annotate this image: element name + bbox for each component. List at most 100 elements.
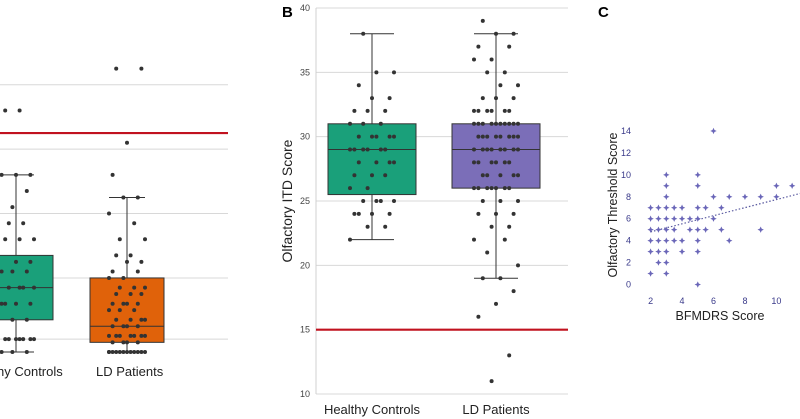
panel-b-point [485, 70, 490, 75]
panel-b-point [480, 173, 485, 178]
panel-a-point [14, 259, 18, 264]
panel-c-point [773, 193, 780, 200]
panel-b-point [498, 121, 503, 126]
panel-b-point [489, 147, 494, 152]
panel-b-point [507, 134, 512, 139]
panel-b-point [352, 211, 357, 216]
panel-b-point [489, 224, 494, 229]
panel-a-point [24, 269, 29, 274]
panel-b-point [361, 31, 366, 36]
panel-c-point [678, 215, 686, 222]
panel-b-point [472, 147, 476, 152]
panel-b-point [392, 70, 396, 75]
panel-c-point [663, 270, 670, 277]
panel-a-point [24, 189, 29, 193]
panel-c-point [694, 171, 701, 179]
panel-b-point [498, 134, 503, 139]
panel-a-point [125, 301, 129, 306]
panel-b-point [370, 173, 374, 178]
panel-c-ytick-1: 2 [626, 258, 631, 268]
panel-b-point [356, 160, 361, 165]
panel-b-point [378, 199, 383, 203]
panel-c-point [686, 226, 694, 233]
panel-a-point [139, 333, 144, 338]
panel-a-point [0, 172, 4, 177]
panel-b-box-0 [327, 123, 417, 196]
panel-c-ytick-5: 10 [621, 170, 631, 180]
panel-a-point [121, 340, 126, 345]
panel-a-point [125, 259, 129, 264]
panel-b-point [374, 134, 379, 139]
panel-b-point [348, 237, 352, 242]
panel-c-point [655, 204, 662, 211]
panel-b-point [472, 121, 476, 126]
panel-a-point [107, 308, 111, 313]
panel-b-ytick-6: 40 [300, 3, 310, 13]
panel-c-point [694, 281, 701, 288]
panel-c-point [694, 248, 701, 255]
panel-a-point [135, 350, 140, 354]
panel-a-point [3, 108, 8, 113]
panel-b-point [507, 44, 512, 49]
panel-c-xtick-2: 6 [711, 296, 716, 306]
panel-a-point [24, 350, 29, 354]
panel-b-point [489, 379, 494, 384]
panel-c-point [702, 226, 709, 233]
panel-a-point [132, 285, 137, 290]
panel-a-point [32, 337, 36, 342]
panel-c-point [670, 204, 678, 211]
panel-c-ytick-7: 14 [621, 126, 631, 136]
panel-b-point [352, 147, 357, 152]
panel-b-point [507, 121, 512, 126]
panel-a-point [6, 221, 11, 226]
panel-b: 10 15 20 25 30 35 40 Healthy Controls LD Patient… [279, 3, 568, 417]
panel-c-letter: C [598, 4, 609, 21]
panel-b-point [476, 211, 481, 216]
panel-a-point [143, 317, 147, 322]
panel-a-point [121, 301, 126, 306]
panel-b-point [480, 147, 485, 152]
panel-c-point [663, 237, 670, 244]
panel-b-point [476, 160, 481, 165]
panel-b-ytick-5: 35 [300, 67, 310, 77]
panel-b-point [374, 70, 379, 75]
panel-b-point [511, 134, 516, 139]
panel-c-point [718, 204, 725, 211]
panel-b-point [494, 186, 498, 191]
panel-b-point [498, 276, 503, 281]
panel-b-point [365, 108, 370, 113]
panel-a-point [143, 285, 147, 290]
panel-a-category-label-1: LD Patients [96, 364, 164, 379]
panel-a-point [132, 308, 137, 313]
panel-c-point [663, 193, 670, 200]
panel-c-xtick-0: 2 [648, 296, 653, 306]
panel-a-point [107, 275, 111, 280]
panel-b-point [485, 173, 490, 178]
panel-b-point [516, 134, 520, 139]
panel-c-point [655, 226, 662, 233]
panel-b-point [498, 83, 503, 88]
panel-c-point [718, 226, 725, 233]
panel-a-point [135, 269, 140, 274]
panel-b-point [365, 147, 370, 152]
panel-a-point [117, 308, 122, 313]
panel-a-point [14, 172, 18, 177]
panel-a-point [125, 340, 129, 345]
panel-b-point [516, 121, 520, 126]
panel-a-point [135, 301, 140, 306]
panel-a-point [121, 350, 126, 354]
panel-b-point [348, 121, 352, 126]
panel-c-point [647, 248, 654, 255]
panel-c-xlabel: BFMDRS Score [676, 309, 765, 323]
panel-c-point [663, 215, 670, 222]
panel-a-point [125, 140, 129, 145]
panel-a-point [114, 66, 119, 71]
panel-b-point [516, 173, 520, 178]
panel-b-point [392, 134, 396, 139]
panel-a-point [114, 317, 119, 322]
panel-b-point [361, 147, 366, 152]
panel-a-point [139, 317, 144, 322]
panel-b-point [489, 186, 494, 191]
panel-b-point [387, 211, 392, 216]
panel-b-point [494, 211, 498, 216]
